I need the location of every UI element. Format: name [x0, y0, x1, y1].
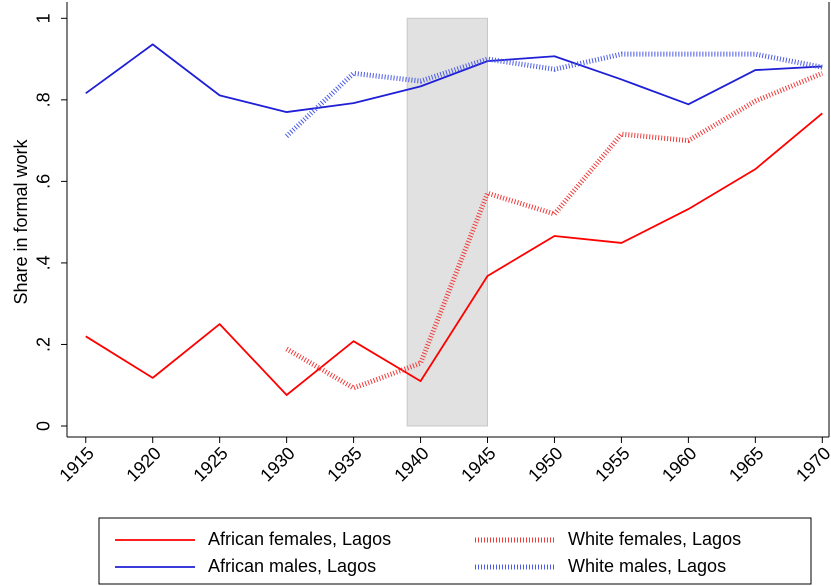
- x-tick-label: 1920: [122, 443, 164, 485]
- x-tick-label: 1915: [55, 443, 97, 485]
- x-tick-label: 1945: [457, 443, 499, 485]
- y-axis-title: Share in formal work: [11, 138, 31, 304]
- y-tick-label: .2: [34, 337, 54, 352]
- series-line: [284, 51, 823, 138]
- x-tick-label: 1965: [725, 443, 767, 485]
- legend-box: [98, 517, 812, 585]
- x-tick-label: 1935: [323, 443, 365, 485]
- y-tick-label: .4: [34, 255, 54, 270]
- y-tick-label: 1: [34, 13, 54, 23]
- y-tick-label: .6: [34, 174, 54, 189]
- x-tick-label: 1955: [591, 443, 633, 485]
- x-tick-label: 1930: [256, 443, 298, 485]
- x-tick-label: 1970: [792, 443, 831, 485]
- y-tick-label: 0: [34, 421, 54, 431]
- x-tick-label: 1950: [524, 443, 566, 485]
- series-line: [85, 43, 823, 113]
- x-tick-label: 1940: [390, 443, 432, 485]
- y-tick-label: .8: [34, 92, 54, 107]
- x-tick-label: 1925: [189, 443, 231, 485]
- legend-label: African females, Lagos: [208, 529, 391, 549]
- legend-label: White females, Lagos: [568, 529, 741, 549]
- legend-label: African males, Lagos: [208, 556, 376, 576]
- x-tick-label: 1960: [658, 443, 700, 485]
- legend-label: White males, Lagos: [568, 556, 726, 576]
- series-line: [285, 71, 824, 391]
- series-line: [85, 112, 823, 396]
